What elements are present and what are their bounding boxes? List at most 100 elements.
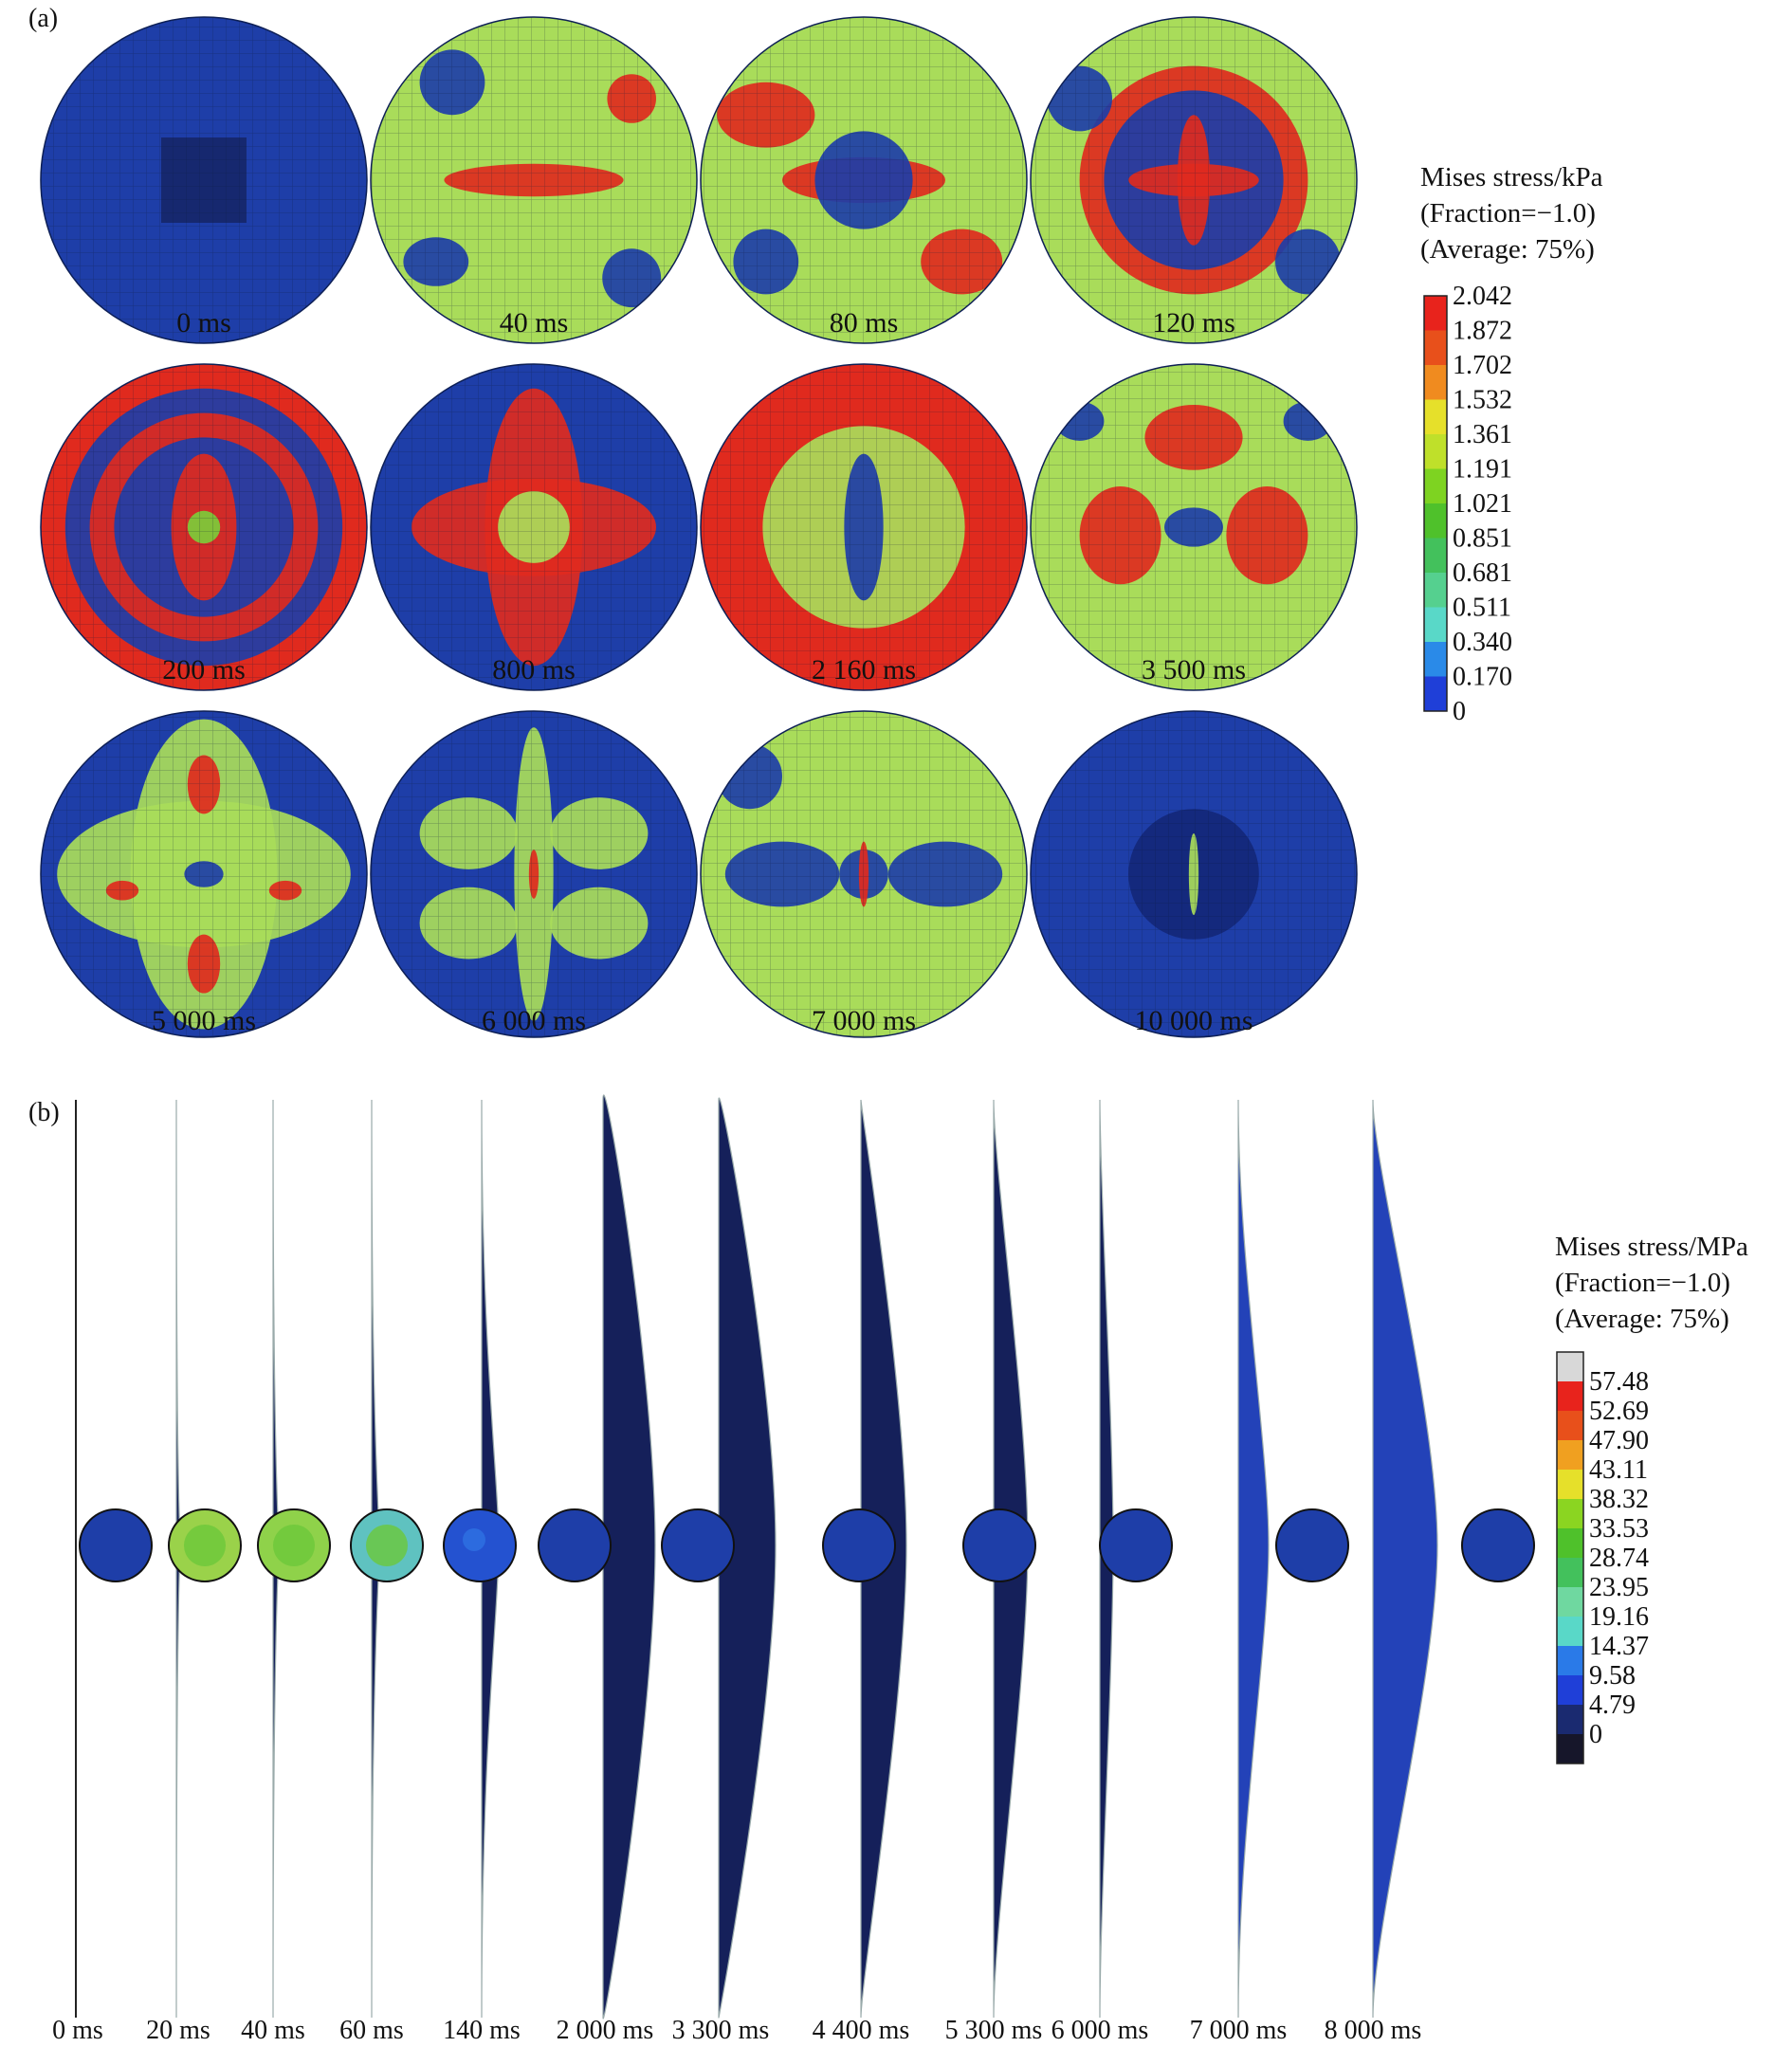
time-label-b: 20 ms <box>146 2016 210 2045</box>
legend-b-tick: 57.48 <box>1589 1367 1649 1397</box>
time-label-b: 0 ms <box>52 2016 103 2045</box>
ball <box>79 1508 153 1582</box>
time-label-a: 200 ms <box>162 654 246 685</box>
ball <box>257 1508 331 1582</box>
legend-a-subtitle: (Average: 75%) <box>1420 234 1595 265</box>
legend-b-tick: 9.58 <box>1589 1661 1636 1691</box>
time-label-a: 120 ms <box>1152 307 1235 338</box>
legend-a-tick: 0.340 <box>1453 628 1512 657</box>
colorbar-segment <box>1424 399 1447 434</box>
colorbar-segment <box>1557 1646 1583 1675</box>
panel-b-deformation-plots <box>75 1094 1535 2020</box>
colorbar-segment <box>1424 642 1447 677</box>
time-label-b: 140 ms <box>443 2016 521 2045</box>
legend-a-tick: 0.170 <box>1453 663 1512 692</box>
stress-contour-disc <box>1030 710 1358 1038</box>
legend-b-tick: 23.95 <box>1589 1573 1649 1602</box>
time-label-a: 3 500 ms <box>1142 654 1246 685</box>
colorbar-segment <box>1424 676 1447 711</box>
legend-b-title: Mises stress/MPa <box>1555 1232 1748 1262</box>
colorbar-segment <box>1557 1587 1583 1617</box>
colorbar-segment <box>1424 365 1447 400</box>
legend-b-colorbar <box>1556 1351 1584 1764</box>
panel-a-time-labels: 0 ms 40 ms 80 ms 120 ms 200 ms 800 ms 2 … <box>152 307 1253 1036</box>
colorbar-segment <box>1424 296 1447 331</box>
time-label-a: 40 ms <box>500 307 569 338</box>
stress-contour-disc <box>700 710 1028 1038</box>
time-label-a: 5 000 ms <box>152 1005 256 1036</box>
legend-a-title: Mises stress/kPa <box>1420 162 1603 192</box>
legend-a-tick: 1.872 <box>1453 317 1512 346</box>
time-label-b: 7 000 ms <box>1190 2016 1288 2045</box>
legend-a-tick: 0.681 <box>1453 558 1512 588</box>
colorbar-segment <box>1557 1411 1583 1440</box>
ball <box>350 1508 424 1582</box>
time-label-a: 80 ms <box>830 307 899 338</box>
time-label-b: 40 ms <box>241 2016 305 2045</box>
colorbar-segment <box>1424 607 1447 642</box>
colorbar-segment <box>1557 1470 1583 1499</box>
colorbar-segment <box>1557 1440 1583 1470</box>
colorbar-segment <box>1424 468 1447 503</box>
ball <box>1099 1508 1173 1582</box>
colorbar-segment <box>1424 538 1447 573</box>
time-label-b: 8 000 ms <box>1325 2016 1422 2045</box>
colorbar-segment <box>1424 573 1447 608</box>
time-label-a: 10 000 ms <box>1134 1005 1253 1036</box>
stress-contour-disc <box>1030 16 1358 344</box>
time-label-a: 6 000 ms <box>482 1005 586 1036</box>
legend-b-subtitle: (Average: 75%) <box>1555 1304 1729 1334</box>
time-label-b: 6 000 ms <box>1051 2016 1149 2045</box>
legend-a-tick: 2.042 <box>1453 282 1512 311</box>
legend-b-subtitle: (Fraction=−1.0) <box>1555 1268 1730 1298</box>
legend-b-tick: 4.79 <box>1589 1691 1636 1720</box>
colorbar-segment <box>1424 434 1447 469</box>
colorbar-segment <box>1557 1528 1583 1558</box>
ball <box>443 1508 517 1582</box>
stress-contour-disc <box>40 710 368 1038</box>
legend-a-tick: 1.532 <box>1453 386 1512 415</box>
colorbar-segment <box>1424 503 1447 539</box>
ball <box>1275 1508 1349 1582</box>
ball <box>1461 1508 1535 1582</box>
time-label-b: 4 400 ms <box>813 2016 910 2045</box>
stress-contour-disc <box>700 363 1028 691</box>
legend-a-tick: 0.511 <box>1453 594 1511 623</box>
panel-b-time-labels: 0 ms 20 ms 40 ms 60 ms 140 ms 2 000 ms 3… <box>52 2016 1421 2045</box>
membrane-deflection <box>1372 1099 1438 2019</box>
colorbar-segment <box>1557 1499 1583 1528</box>
stress-contour-disc <box>370 16 698 344</box>
stress-contour-disc <box>40 16 368 344</box>
legend-b-tick: 28.74 <box>1589 1544 1649 1573</box>
legend-b-tick: 52.69 <box>1589 1397 1649 1426</box>
legend-b-tick: 38.32 <box>1589 1485 1649 1514</box>
colorbar-segment <box>1557 1705 1583 1734</box>
panel-b-label: (b) <box>28 1098 60 1127</box>
colorbar-segment <box>1424 330 1447 365</box>
colorbar-segment <box>1557 1675 1583 1705</box>
time-label-a: 2 160 ms <box>812 654 916 685</box>
stress-contour-disc <box>700 16 1028 344</box>
ball <box>538 1508 612 1582</box>
time-label-a: 7 000 ms <box>812 1005 916 1036</box>
legend-a-tick: 1.702 <box>1453 351 1512 380</box>
panel-a-label: (a) <box>28 4 58 33</box>
colorbar-segment <box>1557 1381 1583 1411</box>
legend-b-tick: 14.37 <box>1589 1632 1649 1661</box>
ball <box>661 1508 735 1582</box>
colorbar-segment <box>1557 1352 1583 1381</box>
time-label-a: 0 ms <box>176 307 231 338</box>
legend-a-tick: 0 <box>1453 697 1466 726</box>
ball <box>962 1508 1036 1582</box>
legend-b-tick: 47.90 <box>1589 1426 1649 1455</box>
time-label-b: 5 300 ms <box>945 2016 1043 2045</box>
colorbar-segment <box>1557 1617 1583 1646</box>
membrane-deflection <box>602 1094 656 2020</box>
legend-b: Mises stress/MPa (Fraction=−1.0) (Averag… <box>1555 1232 1748 1764</box>
legend-a-colorbar <box>1423 295 1448 712</box>
legend-a: Mises stress/kPa (Fraction=−1.0) (Averag… <box>1420 162 1603 726</box>
legend-a-tick: 1.191 <box>1453 455 1512 484</box>
stress-contour-disc <box>40 363 368 691</box>
legend-b-tick: 0 <box>1589 1720 1602 1749</box>
